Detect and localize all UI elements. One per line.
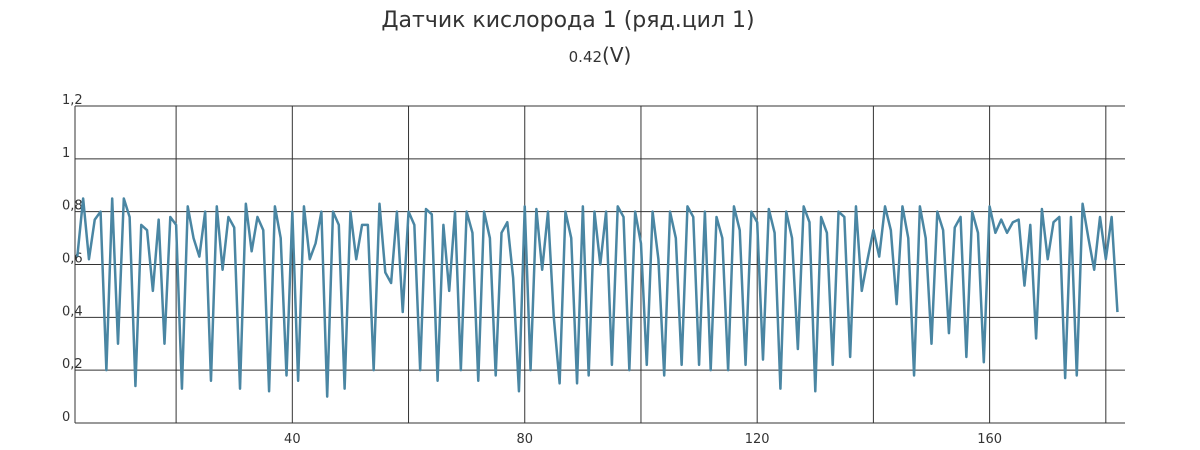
y-tick-label: 0 xyxy=(62,410,70,425)
x-tick-label: 120 xyxy=(745,432,770,447)
unit: (V) xyxy=(602,43,631,67)
y-tick-label: 1,2 xyxy=(62,93,83,108)
chart-title: Датчик кислорода 1 (ряд.цил 1) xyxy=(381,8,754,33)
x-tick-label: 160 xyxy=(977,432,1002,447)
y-tick-label: 1 xyxy=(62,146,70,161)
y-tick-label: 0,4 xyxy=(62,304,83,319)
data-line xyxy=(76,197,1119,398)
y-tick-label: 0,8 xyxy=(62,199,83,214)
chart-subtitle: 0.42(V) xyxy=(569,43,632,67)
current-value: 0.42 xyxy=(569,48,602,66)
x-tick-label: 40 xyxy=(284,432,301,447)
x-tick-label: 80 xyxy=(516,432,533,447)
y-tick-label: 0,2 xyxy=(62,357,83,372)
y-tick-label: 0,6 xyxy=(62,252,83,267)
